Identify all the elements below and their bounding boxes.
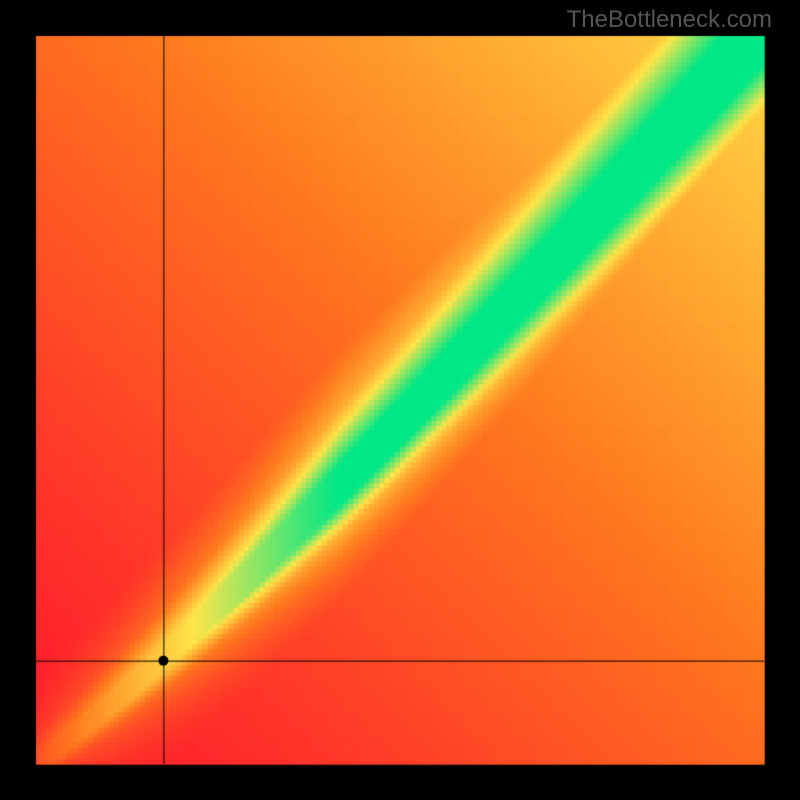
bottleneck-heatmap [0, 0, 800, 800]
watermark-text: TheBottleneck.com [567, 6, 772, 34]
chart-container: TheBottleneck.com [0, 0, 800, 800]
